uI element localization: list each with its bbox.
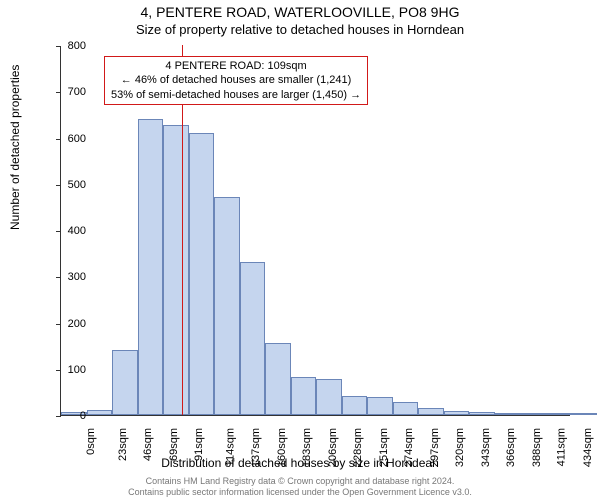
annotation-box: 4 PENTERE ROAD: 109sqm ← 46% of detached … <box>104 56 368 105</box>
y-tick-label: 500 <box>68 179 86 191</box>
footer-line-2: Contains public sector information licen… <box>128 487 472 497</box>
histogram-bar <box>418 408 444 415</box>
histogram-bar <box>163 125 189 415</box>
y-tick-label: 0 <box>80 410 86 422</box>
y-tick-label: 400 <box>68 225 86 237</box>
histogram-bar <box>291 377 317 415</box>
x-tick-label: 206sqm <box>327 428 339 467</box>
x-tick-label: 91sqm <box>193 428 205 461</box>
y-tick-label: 700 <box>68 86 86 98</box>
x-tick-label: 366sqm <box>505 428 517 467</box>
histogram-bar <box>138 119 164 415</box>
histogram-bar <box>265 343 291 415</box>
x-tick-label: 411sqm <box>555 428 567 466</box>
histogram-bar <box>87 410 113 415</box>
histogram-bar <box>112 350 138 415</box>
histogram-bar <box>214 197 240 415</box>
histogram-bar <box>546 413 572 415</box>
y-tick-label: 200 <box>68 318 86 330</box>
x-tick-label: 160sqm <box>276 428 288 467</box>
annotation-line-1: 4 PENTERE ROAD: 109sqm <box>165 60 306 72</box>
x-tick-label: 297sqm <box>429 428 441 467</box>
annotation-line-3: 53% of semi-detached houses are larger (… <box>111 89 361 101</box>
histogram-bar <box>469 412 495 415</box>
histogram-bar <box>393 402 419 415</box>
histogram-bar <box>240 262 266 415</box>
histogram-bar <box>444 411 470 415</box>
histogram-bar <box>316 379 342 415</box>
x-tick-label: 320sqm <box>454 428 466 467</box>
annotation-line-2: ← 46% of detached houses are smaller (1,… <box>121 74 352 86</box>
x-tick-label: 23sqm <box>117 428 129 461</box>
y-axis-label: Number of detached properties <box>8 65 22 230</box>
y-tick-label: 600 <box>68 133 86 145</box>
x-tick-label: 388sqm <box>531 428 543 467</box>
x-tick-label: 183sqm <box>301 428 313 467</box>
x-tick-label: 251sqm <box>378 428 390 467</box>
x-tick-label: 69sqm <box>168 428 180 461</box>
histogram-bar <box>367 397 393 416</box>
footer-line-1: Contains HM Land Registry data © Crown c… <box>146 476 455 486</box>
chart-subtitle: Size of property relative to detached ho… <box>0 22 600 37</box>
histogram-bar <box>495 413 521 415</box>
page-title: 4, PENTERE ROAD, WATERLOOVILLE, PO8 9HG <box>0 4 600 20</box>
histogram-bar <box>342 396 368 415</box>
y-tick-label: 800 <box>68 40 86 52</box>
histogram-bar <box>189 133 215 415</box>
x-tick-label: 0sqm <box>85 428 97 455</box>
x-tick-label: 46sqm <box>142 428 154 461</box>
x-tick-label: 228sqm <box>352 428 364 467</box>
y-tick-label: 300 <box>68 271 86 283</box>
attribution-footer: Contains HM Land Registry data © Crown c… <box>0 476 600 498</box>
x-tick-label: 343sqm <box>480 428 492 467</box>
x-tick-label: 274sqm <box>403 428 415 467</box>
y-tick-label: 100 <box>68 364 86 376</box>
x-tick-label: 434sqm <box>582 428 594 467</box>
x-tick-label: 114sqm <box>224 428 236 466</box>
histogram-bar <box>571 413 597 415</box>
histogram-bar <box>520 413 546 415</box>
x-tick-label: 137sqm <box>250 428 262 467</box>
